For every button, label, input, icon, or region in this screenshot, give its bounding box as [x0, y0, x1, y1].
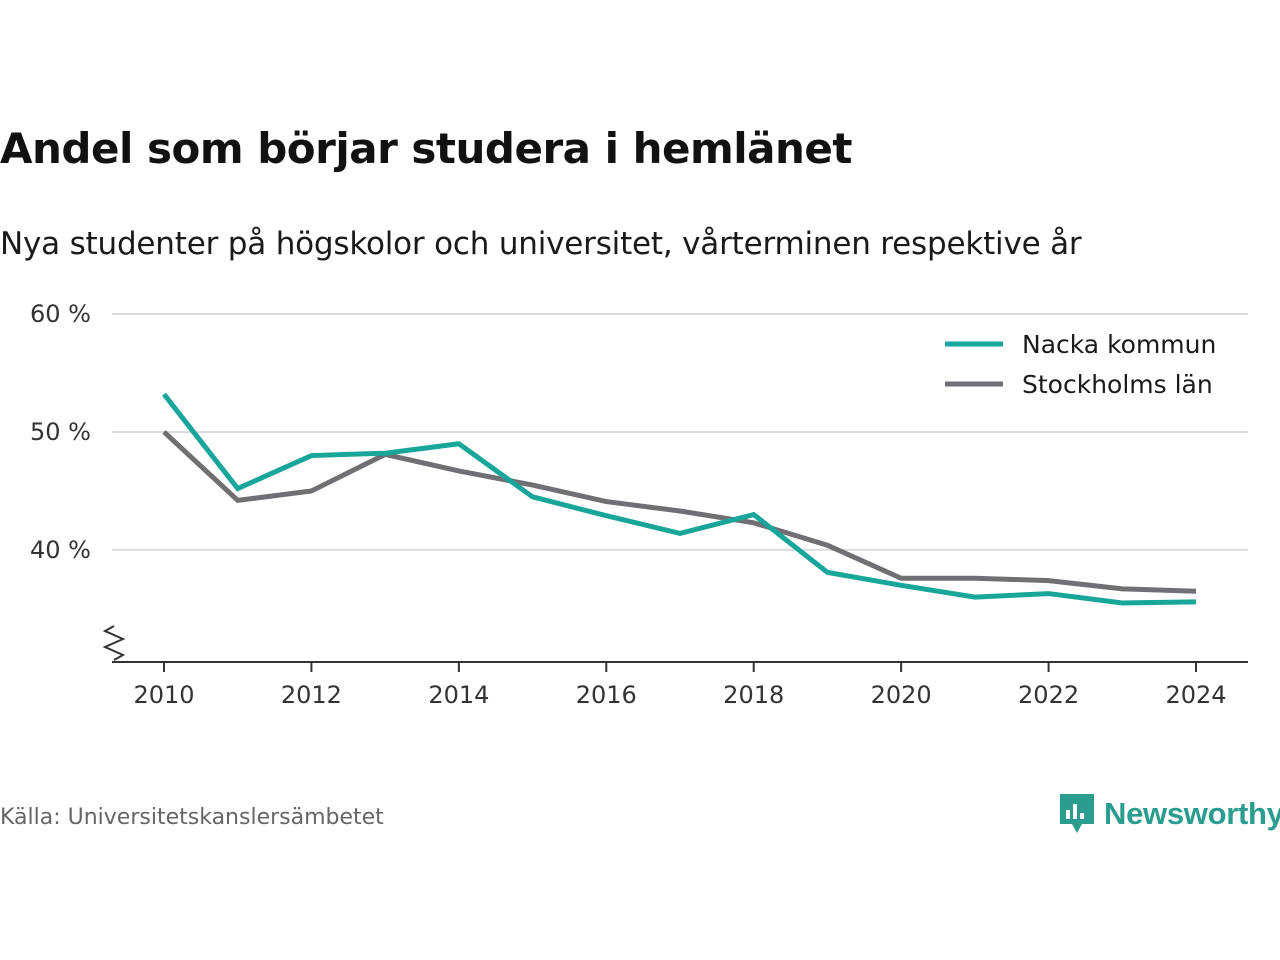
y-tick-label: 60 %	[30, 300, 91, 328]
chart-title: Andel som börjar studera i hemlänet	[0, 124, 853, 173]
line-chart: 40 % 50 % 60 % 2010 2012 2014 2016 2018 2020 202…	[30, 300, 1248, 709]
source-note: Källa: Universitetskanslersämbetet	[0, 805, 384, 830]
x-tick-label: 2022	[1018, 681, 1079, 709]
chart-subtitle: Nya studenter på högskolor och universit…	[0, 226, 1082, 262]
x-tick-label: 2024	[1165, 681, 1226, 709]
x-tick-label: 2012	[281, 681, 342, 709]
brand-name: Newsworthy	[1104, 796, 1280, 831]
x-tick-label: 2016	[576, 681, 637, 709]
gridlines	[112, 313, 1248, 551]
newsworthy-logo-icon	[1060, 794, 1094, 833]
y-tick-label: 50 %	[30, 418, 91, 446]
x-tick-label: 2018	[723, 681, 784, 709]
y-axis: 40 % 50 % 60 %	[30, 300, 126, 661]
x-axis: 2010 2012 2014 2016 2018 2020 2022 2024	[112, 661, 1248, 709]
legend-label: Nacka kommun	[1022, 330, 1216, 359]
x-tick-label: 2014	[428, 681, 489, 709]
series-line-2	[162, 430, 1197, 594]
brand-logo: Newsworthy	[1058, 792, 1280, 836]
legend: Nacka kommun Stockholms län	[945, 330, 1216, 399]
y-axis-break-icon	[102, 625, 126, 661]
legend-label: Stockholms län	[1022, 370, 1213, 399]
series-lines	[162, 392, 1197, 606]
x-tick-label: 2010	[133, 681, 194, 709]
y-tick-label: 40 %	[30, 536, 91, 564]
x-tick-label: 2020	[871, 681, 932, 709]
series-line-1	[162, 392, 1197, 606]
